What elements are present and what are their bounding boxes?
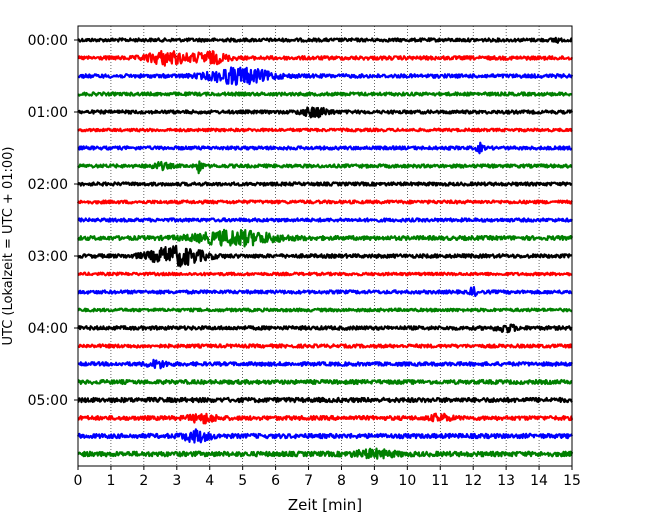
trace-line — [77, 343, 573, 349]
x-tick-label: 3 — [172, 473, 181, 489]
x-tick-label: 7 — [304, 473, 313, 489]
trace-line — [76, 323, 573, 334]
trace-line — [77, 396, 573, 404]
trace-line — [77, 141, 573, 155]
trace-line — [77, 66, 574, 86]
trace-line — [76, 428, 574, 444]
trace-line — [77, 127, 573, 133]
x-axis-label: Zeit [min] — [288, 496, 362, 514]
y-tick-label: 02:00 — [28, 177, 68, 193]
trace-line — [77, 378, 573, 386]
y-tick-label: 01:00 — [28, 105, 68, 121]
trace-line — [76, 244, 573, 268]
trace-line — [77, 228, 574, 248]
x-tick-label: 13 — [497, 473, 515, 489]
trace-line — [77, 358, 573, 370]
y-axis-label: UTC (Lokalzeit = UTC + 01:00) — [1, 147, 16, 346]
y-axis-ticks: 00:00 01:00 02:00 03:00 04:00 05:00 — [28, 33, 78, 409]
x-tick-label: 2 — [139, 473, 148, 489]
trace-line — [77, 91, 573, 97]
trace-line — [77, 307, 573, 313]
plot-frame — [77, 25, 573, 467]
x-axis-ticks: 0 1 2 3 4 5 6 7 8 9 10 11 12 13 14 15 — [74, 466, 581, 489]
x-tick-label: 10 — [398, 473, 416, 489]
trace-line — [77, 412, 574, 425]
x-tick-label: 11 — [431, 473, 449, 489]
seismic-traces — [76, 36, 574, 460]
x-tick-label: 14 — [530, 473, 548, 489]
y-tick-label: 03:00 — [28, 249, 68, 265]
x-tick-label: 1 — [106, 473, 115, 489]
x-tick-label: 8 — [337, 473, 346, 489]
trace-line — [77, 50, 574, 67]
grid-lines — [110, 26, 540, 466]
x-tick-label: 15 — [563, 473, 581, 489]
y-tick-label: 00:00 — [28, 33, 68, 49]
trace-line — [77, 217, 574, 223]
trace-line — [77, 160, 573, 175]
x-tick-label: 6 — [271, 473, 280, 489]
trace-line — [76, 199, 573, 205]
y-tick-label: 04:00 — [28, 321, 68, 337]
trace-line — [76, 181, 573, 187]
trace-line — [77, 447, 574, 460]
x-tick-label: 5 — [238, 473, 247, 489]
x-tick-label: 0 — [74, 473, 83, 489]
x-tick-label: 9 — [370, 473, 379, 489]
trace-line — [77, 36, 573, 44]
trace-line — [77, 271, 573, 277]
trace-line — [77, 106, 574, 119]
trace-line — [77, 285, 573, 298]
x-tick-label: 4 — [205, 473, 214, 489]
x-tick-label: 12 — [464, 473, 482, 489]
y-tick-label: 05:00 — [28, 393, 68, 409]
